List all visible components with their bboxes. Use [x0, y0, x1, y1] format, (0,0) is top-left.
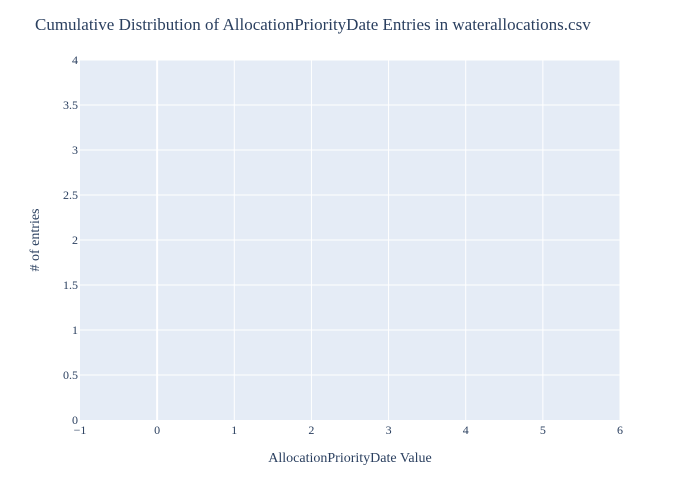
y-tick-label: 3.5	[63, 98, 78, 112]
y-tick-label: 4	[72, 53, 78, 67]
y-axis-label: # of entries	[28, 209, 43, 272]
chart-title: Cumulative Distribution of AllocationPri…	[35, 15, 591, 34]
x-tick-label: 5	[540, 423, 546, 437]
y-tick-label: 0	[72, 413, 78, 427]
y-axis-ticks: 0 0.5 1 1.5 2 2.5 3 3.5 4	[63, 53, 78, 427]
x-tick-label: −1	[74, 423, 87, 437]
x-tick-label: 0	[154, 423, 160, 437]
x-tick-label: 4	[463, 423, 469, 437]
y-tick-label: 0.5	[63, 368, 78, 382]
x-tick-label: 6	[617, 423, 623, 437]
y-tick-label: 1	[72, 323, 78, 337]
grid-layer	[80, 59, 621, 420]
y-tick-label: 2	[72, 233, 78, 247]
x-axis-label: AllocationPriorityDate Value	[268, 451, 431, 466]
y-tick-label: 1.5	[63, 278, 78, 292]
x-axis-ticks: −1 0 1 2 3 4 5 6	[74, 423, 623, 437]
x-tick-label: 1	[231, 423, 237, 437]
x-tick-label: 3	[386, 423, 392, 437]
x-tick-label: 2	[308, 423, 314, 437]
y-tick-label: 3	[72, 143, 78, 157]
y-tick-label: 2.5	[63, 188, 78, 202]
